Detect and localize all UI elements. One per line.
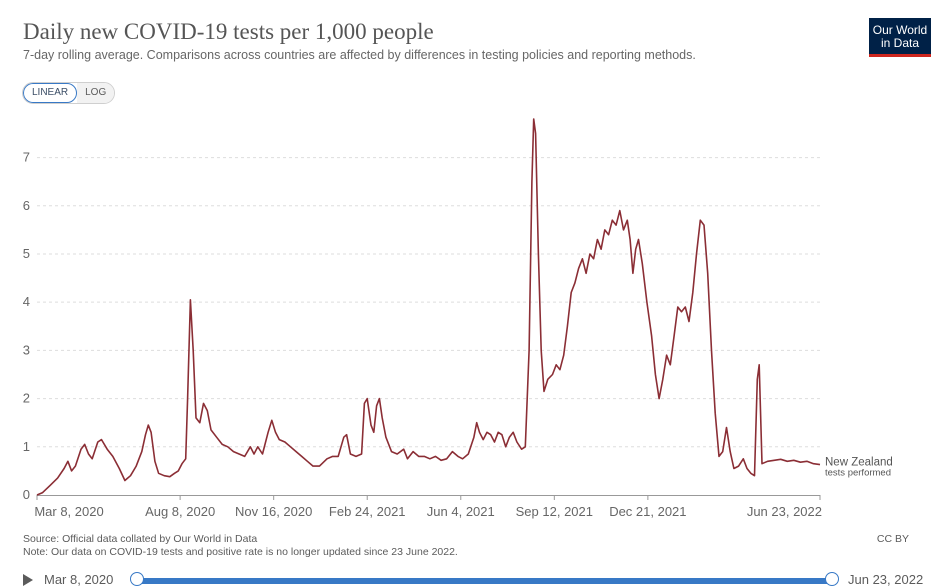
source-text: Source: Official data collated by Our Wo… <box>23 533 258 545</box>
y-tick-label: 6 <box>23 198 30 213</box>
x-tick-label: Aug 8, 2020 <box>145 504 215 519</box>
x-tick-label: Nov 16, 2020 <box>235 504 312 519</box>
play-icon[interactable] <box>23 574 33 586</box>
x-tick-label: Sep 12, 2021 <box>516 504 593 519</box>
series-sublabel: tests performed <box>825 468 891 479</box>
timeline-start-label: Mar 8, 2020 <box>44 572 114 587</box>
y-tick-label: 5 <box>23 246 30 261</box>
y-tick-label: 2 <box>23 391 30 406</box>
line-chart: 0 1 2 3 4 5 6 7 Mar 8, 2020 Aug 8, 2020 Nov 16, 20… <box>23 118 893 519</box>
owid-logo[interactable]: Our World in Data <box>869 18 931 57</box>
x-tick-label: Mar 8, 2020 <box>34 504 103 519</box>
x-tick-label: Jun 4, 2021 <box>427 504 495 519</box>
x-tick-label: Feb 24, 2021 <box>329 504 406 519</box>
y-tick-label: 3 <box>23 342 30 357</box>
timeline-start-handle[interactable] <box>130 572 144 586</box>
series-label: New Zealand <box>825 457 893 469</box>
timeline-track[interactable] <box>136 578 832 584</box>
license-link[interactable]: CC BY <box>876 533 909 545</box>
y-tick-label: 1 <box>23 439 30 454</box>
chart-subtitle: 7-day rolling average. Comparisons acros… <box>23 48 696 62</box>
timeline: Mar 8, 2020 Jun 23, 2022 <box>0 568 931 587</box>
y-tick-label: 7 <box>23 150 30 165</box>
log-scale-button[interactable]: LOG <box>77 83 115 103</box>
timeline-end-label: Jun 23, 2022 <box>848 572 924 587</box>
note-text: Note: Our data on COVID-19 tests and pos… <box>23 546 458 558</box>
x-tick-label: Dec 21, 2021 <box>609 504 686 519</box>
series-line-new-zealand <box>36 118 821 496</box>
linear-scale-button[interactable]: LINEAR <box>23 83 78 103</box>
chart-title: Daily new COVID-19 tests per 1,000 peopl… <box>23 19 434 44</box>
x-tick-label: Jun 23, 2022 <box>747 504 822 519</box>
y-tick-label: 4 <box>23 294 30 309</box>
timeline-end-handle[interactable] <box>825 572 839 586</box>
scale-toggle: LINEAR LOG <box>22 82 116 104</box>
y-tick-label: 0 <box>23 487 30 502</box>
